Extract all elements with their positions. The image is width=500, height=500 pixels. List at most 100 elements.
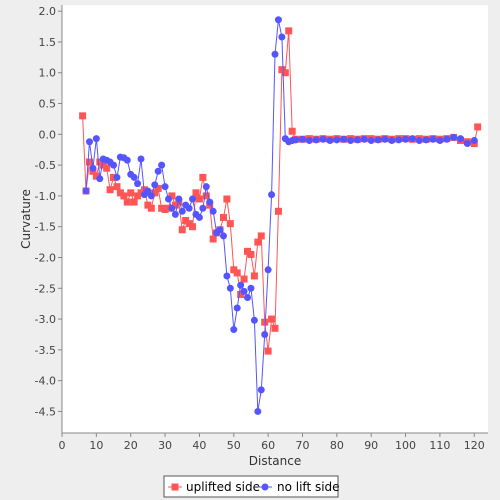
no-lift-point [274,16,282,24]
no-lift-point [189,195,197,203]
no-lift-point [195,213,203,221]
no-lift-point [298,135,306,143]
legend-uplifted-label: uplifted side [186,480,260,494]
no-lift-point [110,161,118,169]
uplifted-point [271,324,279,332]
uplifted-point [226,220,234,228]
uplifted-point [113,183,121,191]
y-tick-label: -4.5 [35,405,56,418]
no-lift-point [422,136,430,144]
uplifted-point [106,186,114,194]
uplifted-point [247,250,255,258]
uplifted-point [123,198,131,206]
uplifted-point [223,195,231,203]
no-lift-point [202,183,210,191]
y-tick-label: -1.5 [35,221,56,234]
y-tick-label: 1.0 [39,67,57,80]
no-lift-point [319,135,327,143]
uplifted-point [195,195,203,203]
no-lift-point [271,50,279,58]
no-lift-point [470,136,478,144]
uplifted-point [250,272,258,280]
y-tick-label: -2.5 [35,282,56,295]
uplifted-point [127,189,135,197]
x-tick-label: 60 [261,439,275,452]
uplifted-point [154,185,162,193]
no-lift-point [96,175,104,183]
x-tick-label: 0 [59,439,66,452]
uplifted-point [189,223,197,231]
no-lift-point [171,210,179,218]
no-lift-point [216,226,224,234]
uplifted-point [274,207,282,215]
no-lift-point [247,284,255,292]
no-lift-point [89,164,97,172]
no-lift-point [199,204,207,212]
no-lift-point [360,135,368,143]
uplifted-point [79,112,87,120]
no-lift-point [237,281,245,289]
no-lift-point [443,135,451,143]
no-lift-point [353,136,361,144]
x-axis-ticks: 0 10 20 30 40 50 60 70 80 90 100 110 120 [59,433,485,452]
no-lift-point [158,161,166,169]
no-lift-point [326,136,334,144]
y-axis-title: Curvature [19,189,33,249]
x-tick-label: 70 [295,439,309,452]
x-tick-label: 100 [395,439,416,452]
no-lift-point [395,136,403,144]
uplifted-point [178,226,186,234]
uplifted-point [237,290,245,298]
y-tick-label: -3.0 [35,313,56,326]
no-lift-point [402,135,410,143]
no-lift-point [257,386,265,394]
uplifted-point [257,232,265,240]
x-tick-label: 10 [89,439,103,452]
plot-area [62,5,488,433]
uplifted-point [202,192,210,200]
legend-no-lift-marker [261,483,269,491]
no-lift-point [333,136,341,144]
y-tick-label: -1.0 [35,190,56,203]
y-tick-label: -3.5 [35,344,56,357]
no-lift-point [161,183,169,191]
no-lift-point [254,407,262,415]
uplifted-point [103,164,111,172]
no-lift-point [240,287,248,295]
no-lift-point [151,181,159,189]
no-lift-point [230,326,238,334]
legend-uplifted-marker [171,483,179,491]
uplifted-point [285,27,293,35]
no-lift-point [219,232,227,240]
uplifted-point [264,347,272,355]
x-tick-label: 120 [464,439,485,452]
no-lift-point [113,173,121,181]
x-axis-title: Distance [249,454,301,468]
no-lift-point [374,136,382,144]
y-tick-label: 0.5 [39,98,57,111]
uplifted-point [281,69,289,77]
no-lift-point [92,135,100,143]
no-lift-point [450,133,458,141]
no-lift-point [436,136,444,144]
no-lift-point [463,140,471,148]
uplifted-point [254,238,262,246]
no-lift-point [233,304,241,312]
uplifted-point [240,275,248,283]
y-tick-label: 1.5 [39,36,57,49]
y-tick-label: -2.0 [35,251,56,264]
x-tick-label: 50 [227,439,241,452]
no-lift-point [415,136,423,144]
no-lift-point [264,266,272,274]
chart-marks [79,16,482,415]
x-tick-label: 80 [330,439,344,452]
x-tick-label: 20 [124,439,138,452]
uplifted-point [168,192,176,200]
no-lift-point [144,187,152,195]
no-lift-point [261,330,269,338]
no-lift-point [85,138,93,146]
uplifted-point [268,315,276,323]
uplifted-point [233,269,241,277]
no-lift-point [305,136,313,144]
